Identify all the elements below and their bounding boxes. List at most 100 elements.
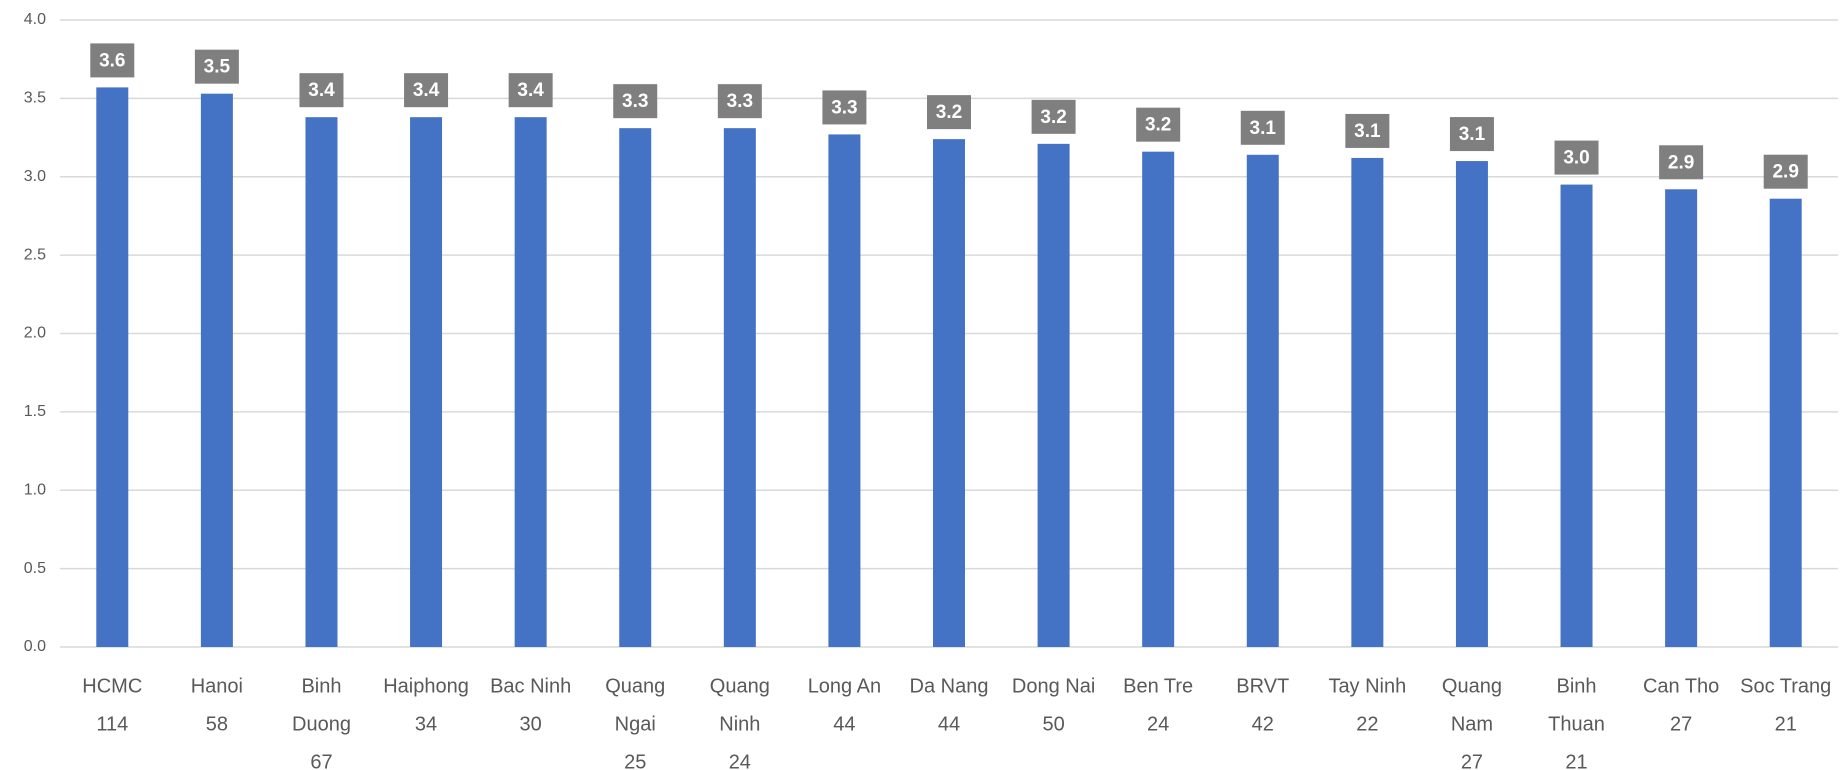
bar	[1769, 198, 1802, 647]
value-label-box	[1449, 117, 1494, 152]
x-tick-label: 21	[1565, 751, 1587, 770]
value-label: 3.2	[1145, 115, 1171, 136]
y-tick-label: 1.5	[24, 403, 46, 420]
x-tick-label: Long An	[808, 675, 881, 697]
value-label-box	[508, 73, 553, 108]
bar	[619, 128, 652, 648]
bar	[1351, 157, 1384, 647]
bar	[200, 93, 233, 648]
y-tick-label: 3.5	[24, 90, 46, 107]
value-label: 3.3	[622, 91, 648, 112]
x-tick-label: 30	[520, 713, 542, 735]
value-label-box	[822, 90, 867, 125]
value-label-box	[717, 84, 762, 119]
value-label-box	[1136, 107, 1181, 142]
x-tick-label: 44	[938, 713, 960, 735]
x-tick-label: Binh	[301, 675, 341, 697]
x-tick-label: HCMC	[82, 675, 142, 697]
bar	[933, 139, 965, 647]
value-label-box	[90, 43, 135, 78]
x-tick-label: Dong Nai	[1012, 675, 1095, 697]
y-tick-label: 0.5	[24, 560, 46, 577]
x-tick-label: 58	[206, 713, 228, 735]
value-label-box	[1554, 140, 1599, 175]
x-tick-label: Can Tho	[1643, 675, 1719, 697]
value-label-box	[927, 95, 971, 130]
value-label-box	[613, 84, 658, 119]
x-tick-label: Ngai	[615, 713, 656, 735]
x-tick-label: 27	[1670, 713, 1692, 735]
value-label-box	[194, 49, 239, 84]
value-label-box	[1031, 99, 1076, 134]
x-tick-label: Bac Ninh	[490, 675, 571, 697]
x-tick-label: Da Nang	[910, 675, 989, 697]
x-tick-label: Tay Ninh	[1328, 675, 1406, 697]
x-tick-label: 50	[1042, 713, 1064, 735]
value-label: 2.9	[1772, 162, 1798, 183]
x-tick-label: Ninh	[719, 713, 760, 735]
bar	[410, 117, 443, 647]
y-tick-label: 2.0	[24, 325, 46, 342]
bar	[1455, 161, 1488, 647]
value-label: 2.9	[1668, 152, 1694, 173]
bar	[514, 117, 547, 647]
bar	[1665, 189, 1698, 648]
value-label: 3.1	[1250, 118, 1277, 139]
value-label: 3.6	[99, 50, 125, 71]
y-tick-label: 3.0	[24, 168, 46, 185]
bar	[828, 134, 861, 648]
y-tick-label: 0.0	[24, 638, 46, 655]
x-tick-label: Nam	[1451, 713, 1493, 735]
x-tick-label: Thuan	[1548, 713, 1605, 735]
bar	[1246, 154, 1279, 647]
x-tick-label: Hanoi	[191, 675, 243, 697]
value-label: 3.1	[1459, 124, 1486, 145]
x-tick-label: 34	[415, 713, 437, 735]
x-tick-label: 21	[1775, 713, 1797, 735]
value-label: 3.3	[727, 91, 753, 112]
value-label: 3.5	[204, 57, 231, 78]
x-tick-label: Haiphong	[383, 675, 469, 697]
value-label: 3.4	[413, 80, 440, 101]
x-tick-label: 24	[729, 751, 751, 770]
x-tick-label: BRVT	[1236, 675, 1289, 697]
value-label: 3.3	[831, 97, 857, 118]
bar	[723, 128, 756, 648]
y-tick-label: 4.0	[24, 11, 46, 28]
bar	[305, 117, 338, 647]
bar	[1037, 143, 1070, 647]
x-tick-label: Ben Tre	[1123, 675, 1193, 697]
x-tick-label: 44	[833, 713, 855, 735]
x-tick-label: Duong	[292, 713, 351, 735]
bar	[1560, 184, 1593, 647]
x-tick-label: 27	[1461, 751, 1483, 770]
x-tick-label: Soc Trang	[1740, 675, 1831, 697]
value-label-box	[299, 73, 344, 108]
value-label: 3.4	[308, 80, 335, 101]
value-label-box	[1240, 110, 1285, 145]
value-label-box	[1763, 154, 1808, 189]
bar	[1142, 151, 1175, 648]
value-label-box	[404, 73, 449, 108]
value-label: 3.0	[1563, 148, 1589, 169]
x-tick-label: 114	[96, 713, 128, 735]
x-tick-label: Quang	[710, 675, 770, 697]
x-tick-label: 25	[624, 751, 646, 770]
value-label: 3.1	[1354, 121, 1381, 142]
x-tick-label: 67	[310, 751, 332, 770]
x-tick-label: Quang	[1442, 675, 1502, 697]
bar	[96, 87, 129, 648]
x-tick-label: 24	[1147, 713, 1169, 735]
y-tick-label: 1.0	[24, 481, 46, 498]
x-tick-label: 22	[1356, 713, 1378, 735]
value-label-box	[1659, 145, 1704, 180]
x-tick-label: Quang	[605, 675, 665, 697]
value-label-box	[1345, 113, 1390, 148]
x-tick-label: Binh	[1557, 675, 1597, 697]
y-tick-label: 2.5	[24, 246, 46, 263]
value-label: 3.4	[517, 80, 544, 101]
value-label: 3.2	[1040, 107, 1066, 128]
value-label: 3.2	[936, 102, 962, 123]
x-tick-label: 42	[1252, 713, 1274, 735]
